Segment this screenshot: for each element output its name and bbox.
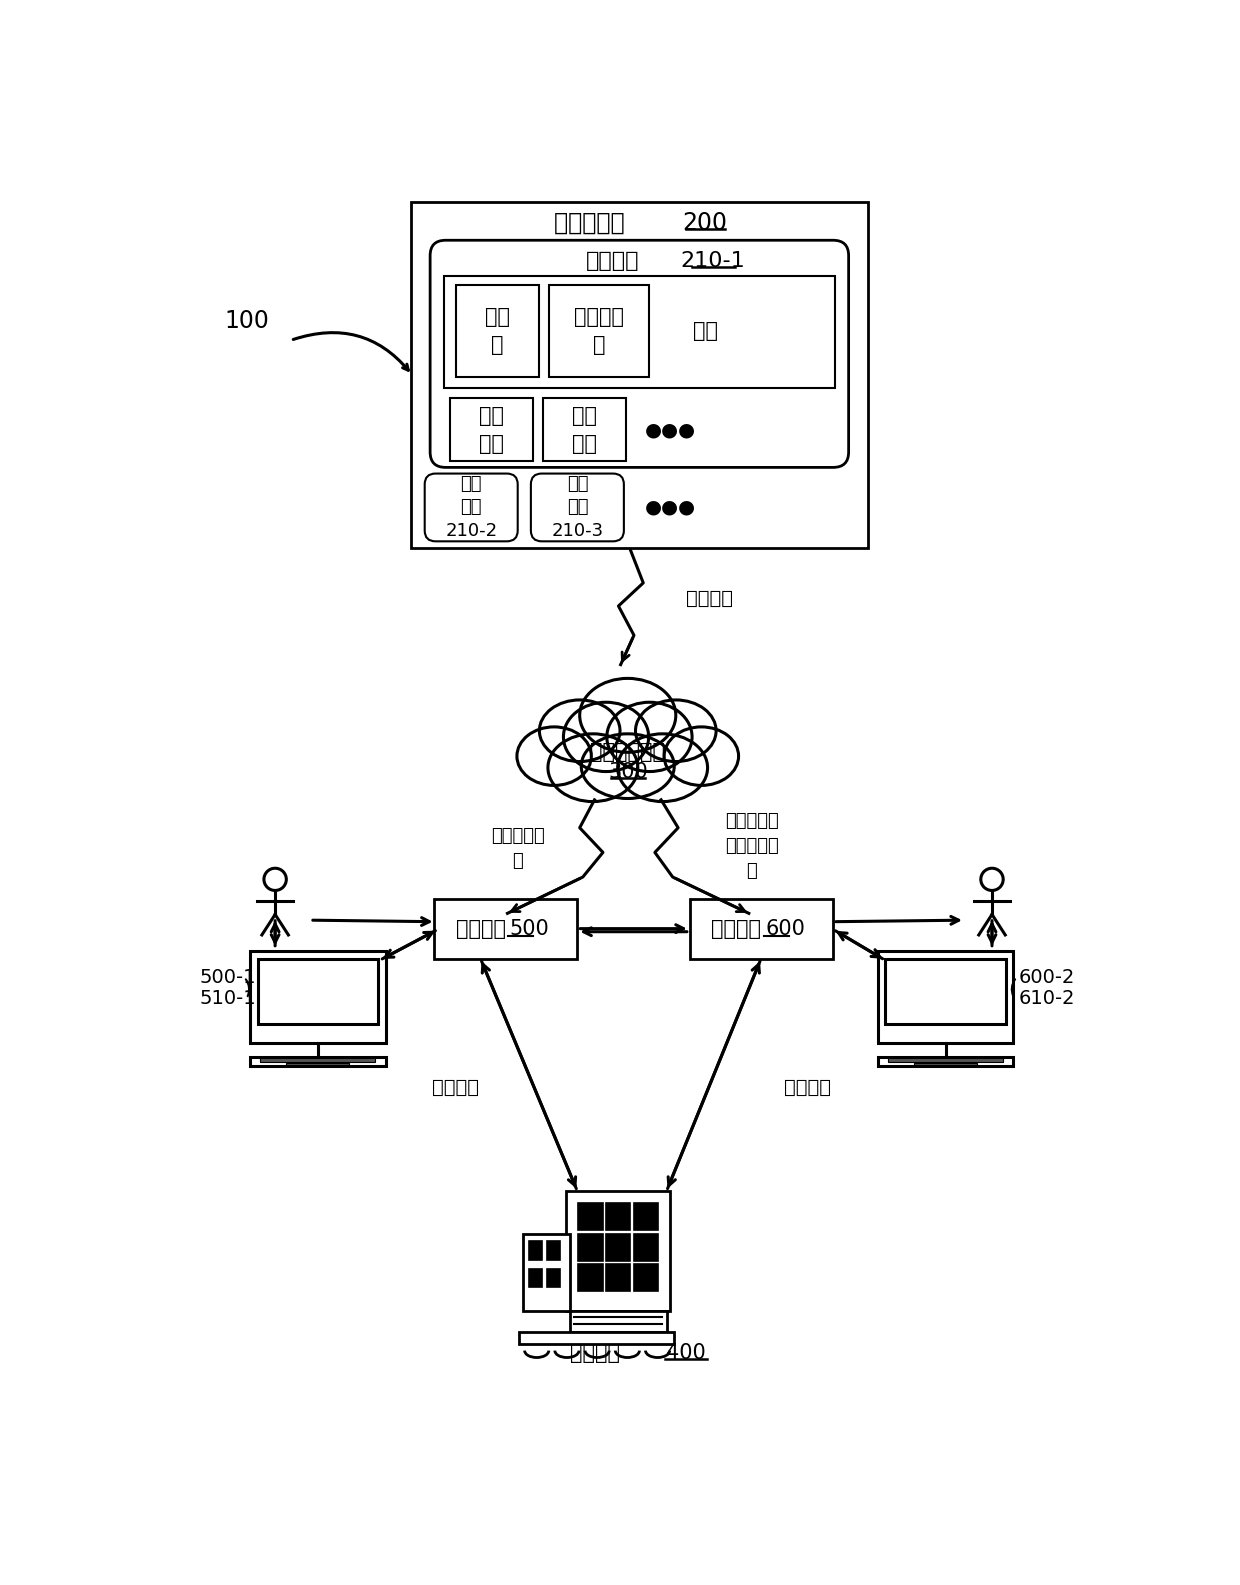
Text: ●●●: ●●● — [645, 498, 696, 517]
Bar — [456, 285, 539, 377]
Bar — [434, 899, 578, 959]
Bar — [578, 1203, 603, 1230]
Bar — [578, 1233, 603, 1260]
Bar — [250, 951, 386, 1043]
Text: 账本: 账本 — [693, 322, 718, 341]
Bar — [520, 1331, 675, 1344]
Bar — [547, 1241, 560, 1260]
Bar — [523, 1233, 569, 1311]
Text: 登记注册: 登记注册 — [784, 1078, 831, 1097]
FancyBboxPatch shape — [430, 241, 848, 468]
Ellipse shape — [618, 734, 708, 802]
Text: 赛事管理平台: 赛事管理平台 — [590, 742, 665, 762]
Bar — [286, 1062, 350, 1065]
Bar — [260, 1059, 376, 1062]
Text: 600-2: 600-2 — [1019, 967, 1075, 986]
Bar — [549, 285, 650, 377]
Ellipse shape — [539, 701, 620, 761]
Text: 查询结果: 查询结果 — [686, 588, 733, 607]
Ellipse shape — [548, 734, 637, 802]
Text: 共识
节点
210-3: 共识 节点 210-3 — [552, 476, 604, 540]
Bar — [258, 959, 378, 1024]
Text: 认证中心: 认证中心 — [570, 1342, 620, 1363]
Text: 200: 200 — [683, 211, 728, 235]
Text: 待参赛方的
历史参赛信
息: 待参赛方的 历史参赛信 息 — [725, 812, 779, 880]
Text: 300: 300 — [608, 761, 647, 781]
Bar — [543, 398, 626, 461]
Text: 业务主体: 业务主体 — [712, 919, 761, 938]
Text: 共识
节点
210-2: 共识 节点 210-2 — [445, 476, 497, 540]
Text: 用户个人信
息: 用户个人信 息 — [491, 827, 544, 870]
Text: 600: 600 — [765, 919, 805, 938]
Text: 100: 100 — [224, 309, 269, 333]
Bar — [444, 276, 836, 388]
Ellipse shape — [582, 734, 675, 799]
Bar — [547, 1270, 560, 1287]
Text: 共识节点: 共识节点 — [585, 250, 640, 271]
Text: 共识
功能: 共识 功能 — [479, 406, 503, 453]
Bar — [914, 1062, 977, 1065]
Ellipse shape — [636, 701, 717, 761]
Bar — [634, 1233, 658, 1260]
Text: ●●●: ●●● — [645, 420, 696, 439]
Text: 业务主体: 业务主体 — [455, 919, 506, 938]
Text: 排序
功能: 排序 功能 — [572, 406, 596, 453]
Ellipse shape — [517, 728, 591, 786]
Text: 500: 500 — [510, 919, 549, 938]
Bar — [605, 1203, 630, 1230]
Bar — [878, 951, 1013, 1043]
Text: 510-1: 510-1 — [200, 989, 257, 1008]
Bar — [878, 1057, 1013, 1067]
Bar — [528, 1241, 542, 1260]
Bar — [885, 959, 1006, 1024]
Text: 400: 400 — [666, 1342, 706, 1363]
Bar — [689, 899, 833, 959]
Bar — [565, 1192, 671, 1311]
FancyBboxPatch shape — [424, 474, 518, 542]
Text: 区块
链: 区块 链 — [485, 307, 510, 355]
Text: 区块链网络: 区块链网络 — [553, 211, 631, 235]
FancyBboxPatch shape — [531, 474, 624, 542]
Bar — [888, 1059, 1003, 1062]
Bar — [250, 1057, 386, 1067]
Text: 210-1: 210-1 — [681, 250, 745, 271]
Text: 500-1: 500-1 — [200, 967, 257, 986]
Bar — [578, 1265, 603, 1292]
Ellipse shape — [665, 728, 739, 786]
Bar — [449, 398, 533, 461]
Bar — [634, 1203, 658, 1230]
Text: 610-2: 610-2 — [1019, 989, 1075, 1008]
Text: 登记注册: 登记注册 — [433, 1078, 479, 1097]
Bar — [634, 1265, 658, 1292]
Text: 状态数据
库: 状态数据 库 — [574, 307, 624, 355]
Bar — [410, 201, 868, 548]
Ellipse shape — [606, 702, 692, 772]
Bar — [528, 1270, 542, 1287]
Ellipse shape — [563, 702, 649, 772]
Bar — [569, 1311, 667, 1331]
Bar — [605, 1265, 630, 1292]
Bar — [605, 1233, 630, 1260]
Ellipse shape — [580, 678, 676, 753]
